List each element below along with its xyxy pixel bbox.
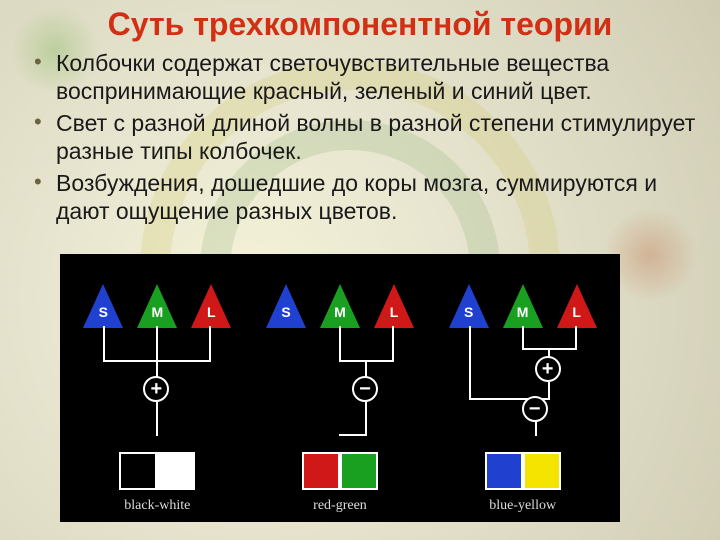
cone-l-icon: L (191, 284, 231, 328)
slide: Суть трехкомпонентной теории Колбочки со… (0, 0, 720, 540)
channel-caption: blue-yellow (438, 498, 608, 514)
output-swatch (119, 452, 157, 490)
operator-node: + (535, 356, 561, 382)
channel-blue-yellow: S M L + − blue-yellow (438, 268, 608, 516)
connection-lines: + (72, 326, 242, 436)
cone-label: S (464, 304, 473, 320)
output-swatch (157, 452, 195, 490)
output-swatch (485, 452, 523, 490)
cone-label: S (281, 304, 290, 320)
channel-red-green: S M L − red-green (255, 268, 425, 516)
connection-lines: + − (438, 326, 608, 436)
cone-label: M (334, 304, 346, 320)
cone-l-icon: L (374, 284, 414, 328)
list-item: Свет с разной длиной волны в разной степ… (30, 109, 698, 165)
cone-label: L (390, 304, 399, 320)
output-swatch (523, 452, 561, 490)
output-swatch (302, 452, 340, 490)
channel-caption: red-green (255, 498, 425, 514)
output-row (438, 452, 608, 490)
content-area: Суть трехкомпонентной теории Колбочки со… (22, 6, 698, 225)
operator-node: − (522, 396, 548, 422)
cone-m-icon: M (137, 284, 177, 328)
channel-black-white: S M L + black-white (72, 268, 242, 516)
bullet-list: Колбочки содержат светочувствительные ве… (22, 49, 698, 225)
cone-label: L (572, 304, 581, 320)
list-item: Колбочки содержат светочувствительные ве… (30, 49, 698, 105)
cone-label: S (99, 304, 108, 320)
operator-label: + (150, 379, 162, 399)
cone-s-icon: S (266, 284, 306, 328)
cone-l-icon: L (557, 284, 597, 328)
operator-label: + (542, 359, 554, 379)
cone-m-icon: M (320, 284, 360, 328)
slide-title: Суть трехкомпонентной теории (22, 6, 698, 43)
list-item: Возбуждения, дошедшие до коры мозга, сум… (30, 169, 698, 225)
operator-node: − (352, 376, 378, 402)
output-row (72, 452, 242, 490)
channel-caption: black-white (72, 498, 242, 514)
cone-s-icon: S (449, 284, 489, 328)
cone-label: L (207, 304, 216, 320)
operator-label: − (359, 379, 371, 399)
connection-lines: − (255, 326, 425, 436)
cone-s-icon: S (83, 284, 123, 328)
output-swatch (340, 452, 378, 490)
cone-label: M (517, 304, 529, 320)
operator-node: + (143, 376, 169, 402)
opponent-process-diagram: S M L + black-white S M (60, 254, 620, 522)
cone-label: M (151, 304, 163, 320)
operator-label: − (529, 399, 541, 419)
output-row (255, 452, 425, 490)
cone-m-icon: M (503, 284, 543, 328)
